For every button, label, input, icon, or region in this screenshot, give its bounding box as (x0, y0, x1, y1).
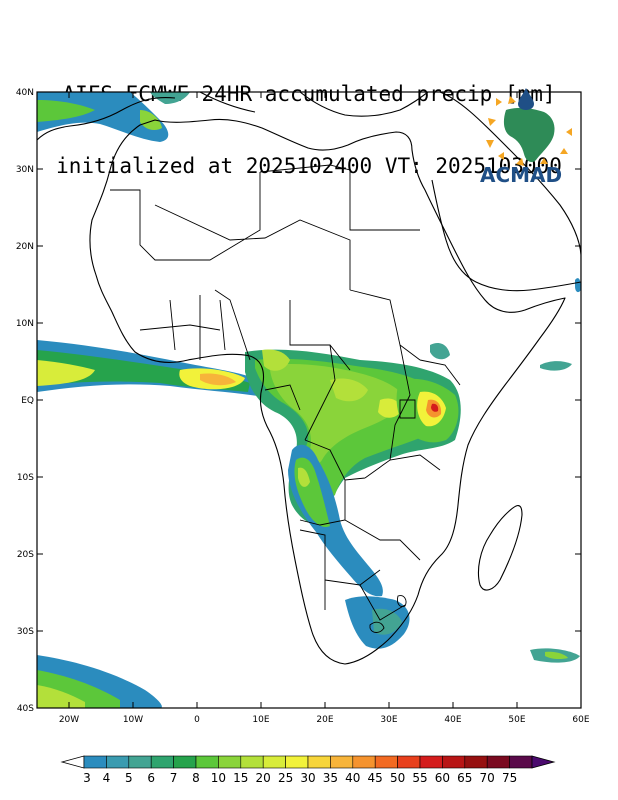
lon-label: 40E (444, 715, 461, 725)
colorbar-under-arrow (60, 755, 85, 769)
lon-label: 30E (380, 715, 397, 725)
acmad-logo-text: ACMAD (480, 163, 562, 187)
colorbar-swatch (285, 755, 309, 769)
lat-label: 30S (17, 627, 34, 637)
longitude-labels: 20W 10W 0 10E 20E 30E 40E 50E 60E (59, 715, 590, 725)
lon-label: 60E (572, 715, 589, 725)
colorbar-level-label: 40 (345, 771, 360, 785)
axis-ticks (37, 91, 582, 709)
colorbar-swatch (150, 755, 174, 769)
africa-silhouette-icon (503, 107, 555, 162)
arabia-outline (431, 92, 581, 292)
colorbar-level-label: 4 (103, 771, 111, 785)
colorbar-swatch (173, 755, 197, 769)
lat-label: 20N (16, 242, 34, 252)
colorbar-swatch (83, 755, 107, 769)
colorbar-level-label: 75 (502, 771, 517, 785)
lat-label: 10S (17, 473, 34, 483)
colorbar-level-label: 10 (211, 771, 226, 785)
lon-label: 10W (123, 715, 143, 725)
latitude-labels: 40N 30N 20N 10N EQ 10S 20S 30S 40S (16, 88, 34, 714)
colorbar-swatch (218, 755, 242, 769)
lon-label: 10E (252, 715, 269, 725)
colorbar-swatch (195, 755, 219, 769)
colorbar-swatch (464, 755, 488, 769)
sun-rays-icon (486, 96, 572, 166)
lat-label: 30N (16, 165, 34, 175)
lon-label: 20W (59, 715, 79, 725)
colorbar-level-label: 5 (125, 771, 133, 785)
acmad-logo: ACMAD (480, 88, 572, 187)
colorbar-swatch (486, 755, 510, 769)
lat-label: 10N (16, 319, 34, 329)
madagascar-outline (477, 505, 523, 591)
colorbar-swatch (397, 755, 421, 769)
colorbar-swatch (262, 755, 286, 769)
colorbar-level-label: 50 (390, 771, 405, 785)
colorbar-level-label: 60 (435, 771, 450, 785)
colorbar-level-label: 20 (256, 771, 271, 785)
lat-label: 40N (16, 88, 34, 98)
europe-coast (37, 92, 429, 141)
lon-label: 20E (316, 715, 333, 725)
colorbar: 3 4 5 6 7 8 10 15 20 25 30 35 40 45 50 55 60 65 70 75 (60, 755, 556, 785)
colorbar-level-label: 65 (457, 771, 472, 785)
colorbar-level-label: 25 (278, 771, 293, 785)
colorbar-swatch (330, 755, 354, 769)
colorbar-swatch (352, 755, 376, 769)
map-outlines (37, 92, 581, 665)
country-borders (110, 164, 461, 633)
lat-label: 20S (17, 550, 34, 560)
colorbar-level-label: 35 (323, 771, 338, 785)
precip-shading (37, 92, 581, 708)
water-drop-icon (518, 88, 534, 110)
colorbar-level-label: 6 (147, 771, 155, 785)
colorbar-swatch (307, 755, 331, 769)
colorbar-level-label: 30 (300, 771, 315, 785)
colorbar-level-label: 8 (192, 771, 200, 785)
lon-label: 0 (194, 715, 200, 725)
colorbar-level-label: 55 (412, 771, 427, 785)
colorbar-swatch (374, 755, 398, 769)
colorbar-level-label: 7 (170, 771, 178, 785)
colorbar-level-label: 3 (83, 771, 91, 785)
lat-label: 40S (17, 704, 34, 714)
colorbar-swatch (106, 755, 130, 769)
lon-label: 50E (508, 715, 525, 725)
colorbar-swatch (509, 755, 533, 769)
colorbar-swatch (442, 755, 466, 769)
colorbar-swatch (419, 755, 443, 769)
colorbar-swatch (240, 755, 264, 769)
colorbar-over-arrow (531, 755, 556, 769)
africa-coastline (89, 118, 566, 665)
colorbar-level-label: 45 (368, 771, 383, 785)
colorbar-level-label: 70 (480, 771, 495, 785)
title-line-2: initialized at 2025102400 VT: 2025103000 (56, 154, 562, 178)
colorbar-level-label: 15 (233, 771, 248, 785)
lat-label: EQ (21, 396, 34, 406)
colorbar-swatch (128, 755, 152, 769)
